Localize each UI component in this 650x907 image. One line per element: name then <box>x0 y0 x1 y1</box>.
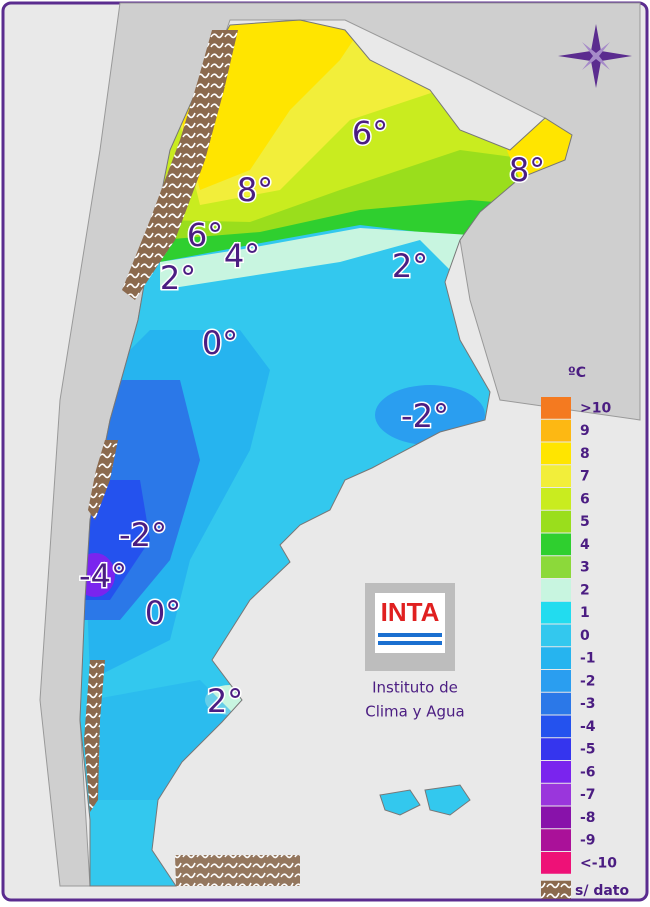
legend-label: -5 <box>580 742 596 758</box>
legend-swatch <box>541 442 571 465</box>
legend-swatch <box>541 510 571 533</box>
legend-swatch <box>541 397 571 419</box>
legend-swatch <box>541 670 571 692</box>
legend-swatch <box>541 783 571 806</box>
legend-swatch <box>541 806 571 829</box>
legend-label: <-10 <box>580 855 617 871</box>
legend-label: 5 <box>580 514 590 530</box>
legend-swatch <box>541 533 571 556</box>
legend-label: s/ dato <box>575 883 629 899</box>
legend-swatch <box>541 601 571 624</box>
contour-label: 6° <box>187 216 223 254</box>
contour-label: 8° <box>237 171 273 209</box>
legend-swatch <box>541 647 571 669</box>
contour-label: 0° <box>145 594 181 632</box>
contour-label: 2° <box>160 259 196 297</box>
legend-label: 8 <box>580 446 590 462</box>
legend-swatch <box>541 692 571 715</box>
contour-label: 6° <box>352 114 388 152</box>
legend-swatch <box>541 488 571 510</box>
legend-label: 0 <box>580 628 590 644</box>
contour-label: -4° <box>79 557 127 595</box>
contour-label: -2° <box>119 516 167 554</box>
no-data-area <box>84 30 300 886</box>
legend-label: -9 <box>580 833 596 849</box>
legend-label: 4 <box>580 537 590 553</box>
legend-swatch <box>541 556 571 578</box>
legend-label: -6 <box>580 764 596 780</box>
falkland-islands <box>379 784 471 816</box>
contour-label: 8° <box>509 151 545 189</box>
logo: INTA Instituto de Clima y Agua <box>365 583 465 721</box>
logo-line: Instituto de <box>372 679 458 697</box>
legend-swatch <box>541 715 571 738</box>
contour-label: -2° <box>401 397 449 435</box>
contour-label: 2° <box>392 247 428 285</box>
legend-label: -8 <box>580 810 596 826</box>
legend-swatch <box>541 579 571 601</box>
legend-title: ºC <box>568 365 586 381</box>
legend-swatch <box>541 465 571 487</box>
legend-label: 9 <box>580 423 590 439</box>
legend-label: -1 <box>580 651 596 667</box>
legend-swatch <box>541 761 571 783</box>
legend-label: -3 <box>580 696 596 712</box>
logo-name: INTA <box>381 597 440 627</box>
contour-labels: 6°8°8°6°4°2° 2°0°-2°-2°-4°0°2° <box>78 113 547 722</box>
legend-swatch <box>541 852 571 874</box>
legend-label: 6 <box>580 491 590 507</box>
contour-label: 2° <box>207 682 243 720</box>
legend-label: >10 <box>580 400 611 416</box>
legend: >10 9 8 7 6 5 4 3 2 1 0 -1 -2 -3 -4 -5 -6 -7 -8 -9 <-10 s/ da… <box>541 397 629 899</box>
legend-label: -2 <box>580 673 596 689</box>
contour-label: 0° <box>202 324 238 362</box>
legend-swatch <box>541 624 571 647</box>
compass-rose <box>558 24 632 88</box>
legend-swatch <box>541 419 571 442</box>
contour-label: 4° <box>224 237 260 275</box>
legend-label: 7 <box>580 469 590 485</box>
legend-swatch <box>541 880 571 899</box>
legend-label: -4 <box>580 719 596 735</box>
legend-swatch <box>541 829 571 851</box>
logo-line: Clima y Agua <box>365 703 465 721</box>
legend-label: 3 <box>580 560 590 576</box>
legend-label: 2 <box>580 582 590 598</box>
legend-swatch <box>541 738 571 760</box>
legend-label: -7 <box>580 787 596 803</box>
legend-label: 1 <box>580 605 590 621</box>
